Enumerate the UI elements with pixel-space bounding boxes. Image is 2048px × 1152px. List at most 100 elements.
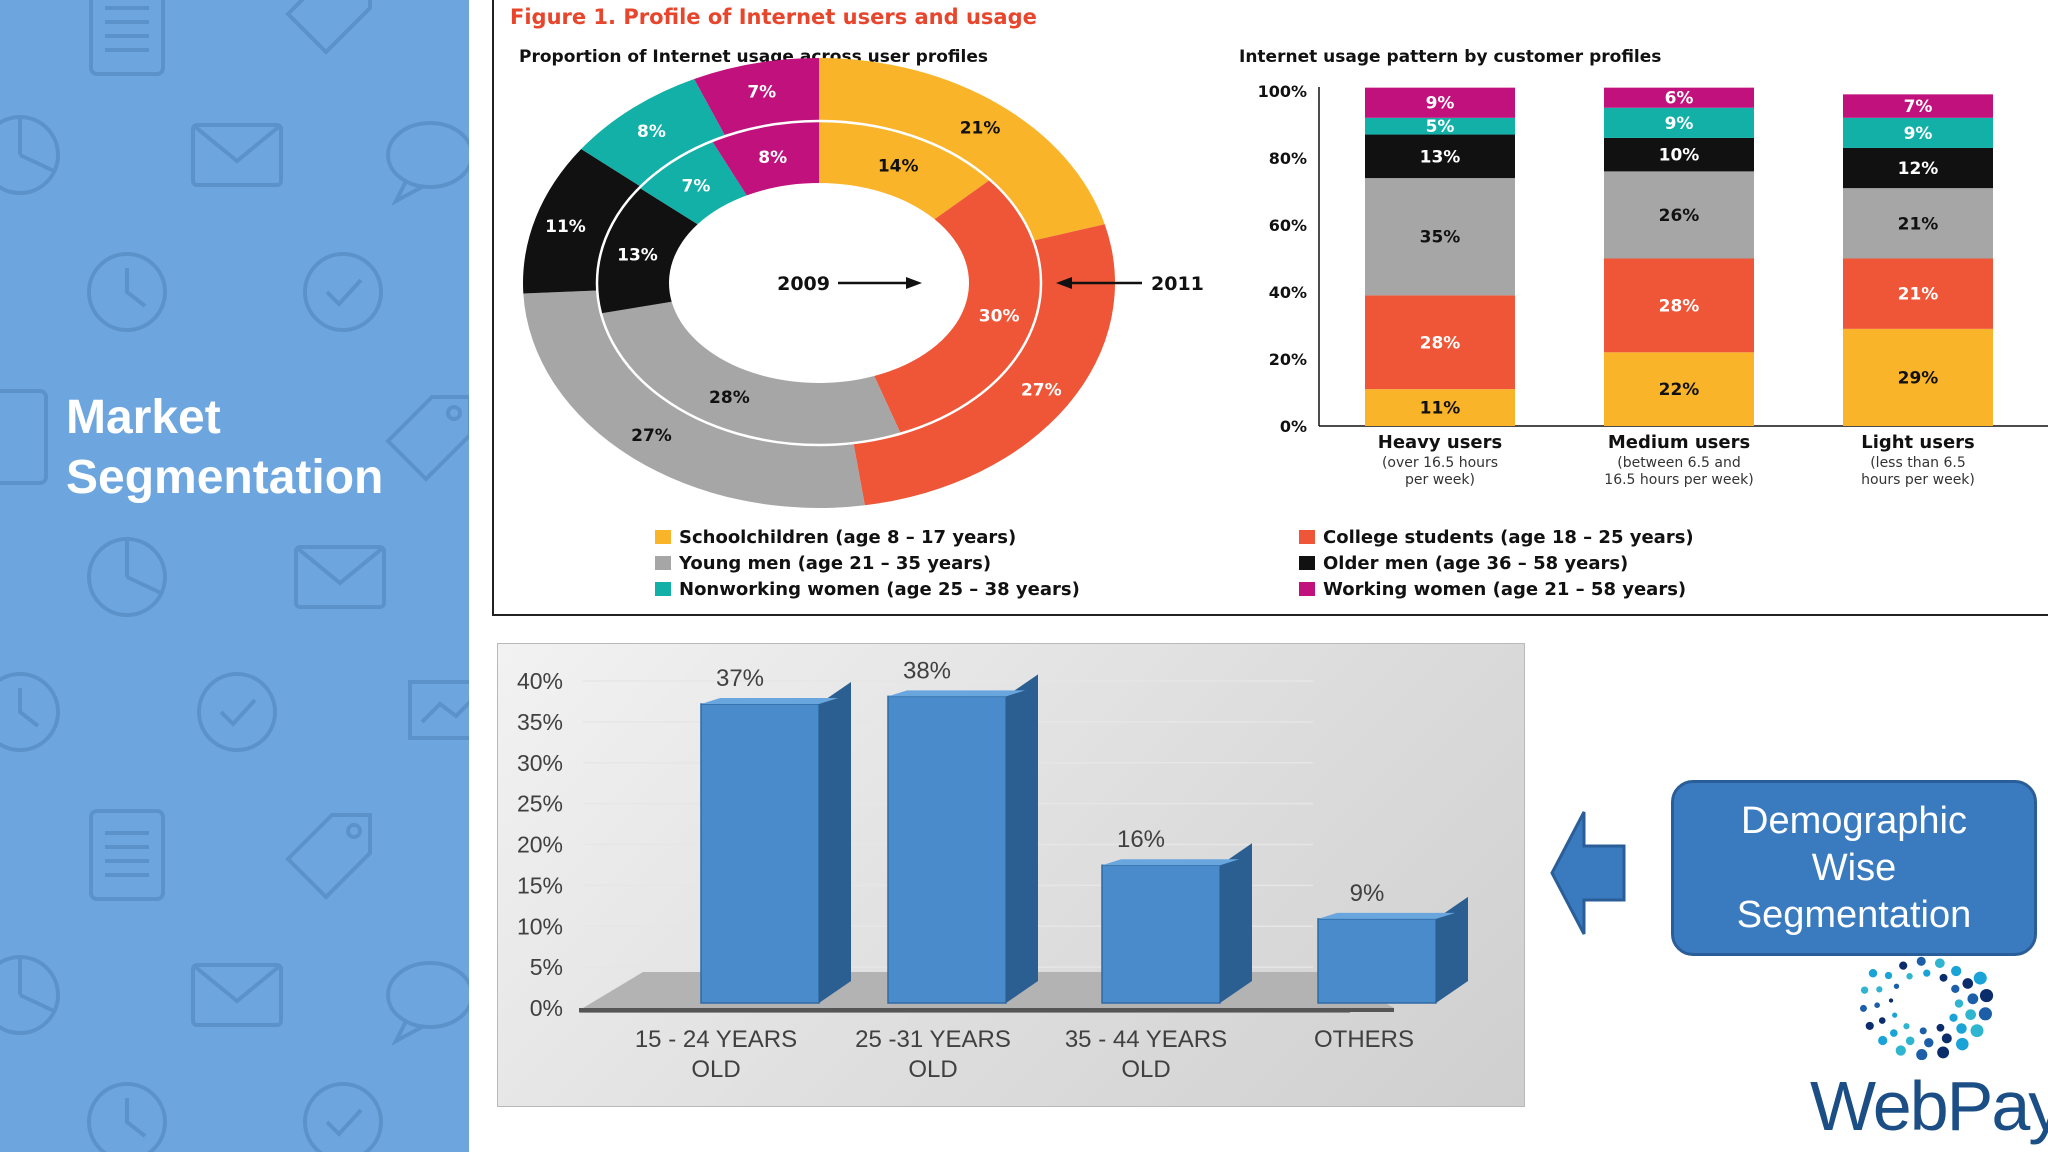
logo-dot (1884, 971, 1893, 980)
stack-title: Internet usage pattern by customer profi… (1239, 47, 1661, 67)
age-bar-side-3 (1436, 896, 1468, 1003)
ytick-4: 20% (517, 832, 563, 858)
bubble-icon (386, 961, 469, 1046)
stack-label-0-0: 11% (1420, 399, 1461, 419)
stack-bar-0-5 (1365, 87, 1515, 118)
webpay-logo-text: WebPay (1810, 1067, 2048, 1145)
stack-bar-1-0 (1604, 352, 1754, 426)
age-bar-label-2: 16% (1117, 826, 1165, 853)
legend-swatch-0 (655, 530, 671, 544)
logo-dot (1965, 1009, 1977, 1020)
age-bar-label-1: 38% (903, 657, 951, 684)
donut-2009-slice-3 (597, 187, 698, 314)
age-bar-side-2 (1220, 843, 1252, 1003)
ytick-2: 10% (517, 913, 563, 939)
logo-dot (1888, 998, 1894, 1003)
legend-label-1: Young men (age 21 – 35 years) (678, 553, 991, 574)
logo-dot (1923, 969, 1931, 977)
legend-swatch-5 (1299, 582, 1315, 596)
stack-label-1-2: 26% (1659, 206, 1700, 226)
ytick-0: 0% (530, 995, 563, 1021)
clock-icon (87, 1082, 167, 1152)
stack-bar-1-2 (1604, 171, 1754, 259)
donut-2009-label-0: 14% (878, 156, 919, 176)
check-icon (303, 1082, 383, 1152)
outer-year-arrowhead (1056, 277, 1072, 289)
age-bar-top-0 (701, 698, 839, 705)
age-category-1: 25 -31 YEARS OLD (855, 1026, 1011, 1083)
age-bar-chart: 0% 5% 10% 15% 20% 25% 30% 35% 40% 37% 38% 16% 9% 15 -… (517, 657, 1468, 1083)
stack-bar-0-1 (1365, 295, 1515, 390)
ytick-8: 40% (517, 668, 563, 694)
stack-label-2-5: 7% (1904, 97, 1933, 117)
legend-swatch-1 (655, 556, 671, 570)
stack-label-2-4: 9% (1904, 124, 1933, 144)
stack-ytick-0: 0% (1280, 417, 1307, 436)
logo-dot (1919, 1027, 1927, 1035)
logo-dot (1934, 958, 1945, 969)
stack-label-0-2: 35% (1420, 228, 1461, 248)
stack-category-note-2: (less than 6.5 hours per week) (1861, 455, 1975, 488)
stack-bar-1-1 (1604, 258, 1754, 353)
donut-ring-separator (595, 119, 1043, 447)
tag-icon (385, 395, 469, 482)
logo-dot (1951, 984, 1960, 994)
age-category-0: 15 - 24 YEARS OLD (635, 1026, 797, 1083)
mail-icon (191, 123, 283, 187)
donut-2009-slice-0 (819, 121, 991, 220)
logo-dot (1893, 983, 1900, 989)
phone-icon (0, 389, 48, 485)
stack-category-2: Light users (1861, 432, 1975, 453)
donut-2011-slice-0 (819, 58, 1105, 241)
figure-legend: Schoolchildren (age 8 – 17 years) Young m… (655, 527, 1694, 600)
donut-2009-slice-1 (874, 179, 1041, 434)
stack-bar-0-3 (1365, 134, 1515, 179)
stack-label-1-4: 9% (1665, 114, 1694, 134)
doc-icon (89, 0, 165, 76)
logo-dot (1949, 1013, 1958, 1022)
stack-bar-2-0 (1843, 328, 1993, 426)
logo-dot (1889, 1029, 1898, 1037)
logo-dot (1954, 999, 1964, 1008)
slide-title-line2: Segmentation (66, 451, 384, 504)
stack-label-1-3: 10% (1659, 146, 1700, 166)
age-bar-front-1 (887, 695, 1007, 1004)
stack-bar-1-3 (1604, 137, 1754, 172)
donut-2011-label-4: 8% (637, 122, 666, 142)
tag-icon (285, 0, 372, 55)
logo-dot (1970, 1024, 1984, 1038)
age-bar-top-1 (888, 690, 1026, 697)
tag-icon (285, 813, 372, 900)
age-bar-side-1 (1006, 674, 1038, 1003)
pie-icon (0, 955, 60, 1035)
stack-category-note-0: (over 16.5 hours per week) (1382, 455, 1498, 488)
inner-year-label: 2009 (777, 273, 830, 295)
donut-2009-slice-4 (639, 141, 747, 225)
logo-dot (1878, 1017, 1886, 1024)
stack-bar-2-3 (1843, 147, 1993, 189)
stack-label-2-2: 21% (1898, 214, 1939, 234)
figure-caption: Figure 1. Profile of Internet users and … (510, 5, 1037, 29)
logo-dot (1951, 965, 1962, 977)
check-icon (303, 252, 383, 332)
donut-year-labels: 2009 2011 (777, 273, 1204, 295)
board-icon (408, 680, 469, 740)
donut-2009-slice-2 (600, 301, 901, 446)
logo-dot (1939, 973, 1948, 982)
logo-dot (1937, 1046, 1950, 1059)
legend-label-5: Working women (age 21 – 58 years) (1323, 579, 1686, 600)
logo-dot (1899, 961, 1908, 970)
logo-dot (1962, 978, 1974, 989)
legend-swatch-3 (1299, 530, 1315, 544)
slide-title: Market Segmentation (66, 388, 383, 508)
logo-dot (1916, 1049, 1928, 1060)
donut-2009-label-2: 28% (709, 388, 750, 408)
stacked-bar-chart: 0% 20% 40% 60% 80% 100% 11% 28% 35% 13% 5% 9% Heavy … (1258, 82, 2048, 488)
logo-dot (1895, 1045, 1906, 1056)
pie-icon (0, 115, 60, 195)
logo-dot (1868, 969, 1878, 978)
stack-label-2-3: 12% (1898, 159, 1939, 179)
logo-dot (1865, 1021, 1874, 1030)
ytick-1: 5% (530, 954, 563, 980)
donut-2009-label-4: 7% (682, 176, 711, 196)
